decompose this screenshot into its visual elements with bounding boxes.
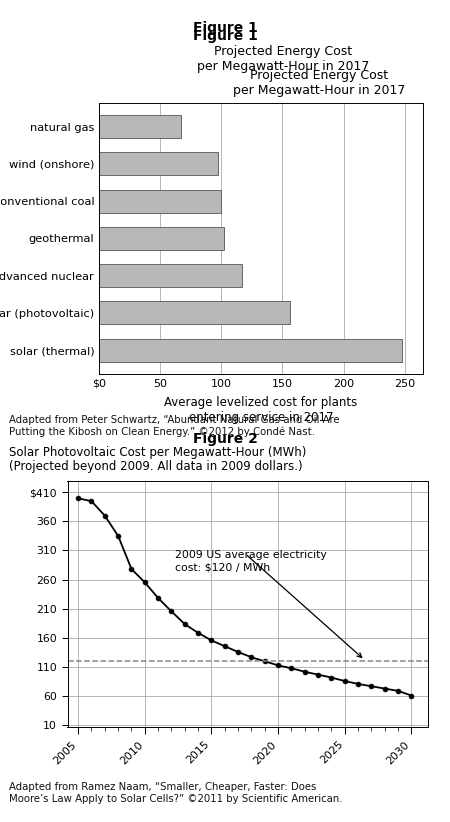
Text: Adapted from Ramez Naam, “Smaller, Cheaper, Faster: Does
Moore’s Law Apply to So: Adapted from Ramez Naam, “Smaller, Cheap… <box>9 783 342 804</box>
Text: Figure 2: Figure 2 <box>193 432 257 446</box>
X-axis label: Average levelized cost for plants
entering service in 2017: Average levelized cost for plants enteri… <box>164 396 358 424</box>
Bar <box>99 227 224 250</box>
Text: Figure 1: Figure 1 <box>193 29 257 43</box>
Text: Projected Energy Cost
per Megawatt-Hour in 2017: Projected Energy Cost per Megawatt-Hour … <box>197 45 370 73</box>
Text: Adapted from Peter Schwartz, “Abundant Natural Gas and Oil Are
Putting the Kibos: Adapted from Peter Schwartz, “Abundant N… <box>9 415 339 437</box>
Bar <box>99 152 218 175</box>
Title: Projected Energy Cost
per Megawatt-Hour in 2017: Projected Energy Cost per Megawatt-Hour … <box>233 70 405 98</box>
Bar <box>99 302 290 325</box>
Bar <box>99 115 181 138</box>
Bar <box>99 190 221 213</box>
Bar <box>99 264 242 287</box>
Text: Solar Photovoltaic Cost per Megawatt-Hour (MWh): Solar Photovoltaic Cost per Megawatt-Hou… <box>9 446 306 459</box>
Text: (Projected beyond 2009. All data in 2009 dollars.): (Projected beyond 2009. All data in 2009… <box>9 460 302 473</box>
Text: Figure 1: Figure 1 <box>193 21 257 35</box>
Bar <box>99 339 402 362</box>
Text: 2009 US average electricity
cost: $120 / MWh: 2009 US average electricity cost: $120 /… <box>176 551 327 572</box>
